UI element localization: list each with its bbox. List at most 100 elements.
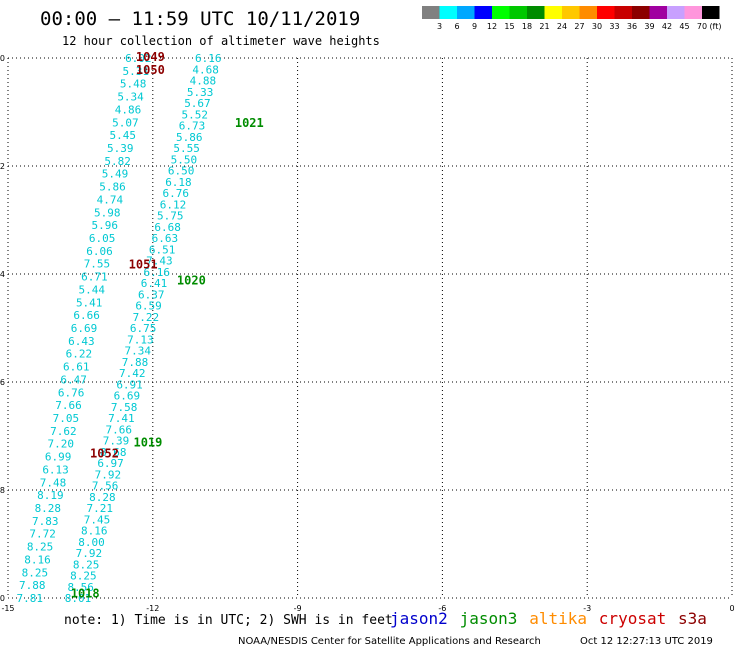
track-a-labels: 6.025.315.485.344.865.075.455.395.825.49…: [16, 52, 151, 605]
wave-height-label: 5.75: [157, 210, 184, 223]
legend-tick-label: 21: [539, 22, 549, 31]
wave-height-label: 7.42: [119, 367, 146, 380]
wave-height-label: 8.25: [27, 541, 54, 554]
chart-subtitle: 12 hour collection of altimeter wave hei…: [62, 34, 380, 48]
pass-number-label: 1052: [90, 446, 119, 460]
legend-tick-label: 15: [504, 22, 514, 31]
wave-height-label: 7.88: [122, 356, 149, 369]
legend-swatch: [422, 6, 440, 19]
timestamp: Oct 12 12:27:13 UTC 2019: [580, 636, 713, 647]
legend-swatch: [457, 6, 475, 19]
y-tick-label: -10: [0, 594, 5, 603]
wave-height-label: 6.76: [58, 386, 85, 399]
wave-height-label: 6.02: [125, 52, 152, 65]
pass-number-label: 1018: [71, 587, 100, 601]
y-tick-label: 0: [0, 54, 5, 63]
legend-swatch: [632, 6, 650, 19]
wave-height-label: 6.75: [130, 322, 157, 335]
legend-tick-label: 36: [627, 22, 637, 31]
axis-ticks: -15 -12 -9 -6 -3 0 0 -2 -4 -6 -8 -10: [0, 54, 735, 613]
wave-height-label: 7.88: [19, 579, 46, 592]
legend-tick-label: 27: [574, 22, 584, 31]
legend-swatch: [509, 6, 527, 19]
wave-height-label: 7.43: [146, 255, 173, 268]
wave-height-label: 7.05: [53, 412, 80, 425]
x-tick-label: -6: [438, 604, 446, 613]
legend-tick-label: 18: [522, 22, 532, 31]
legend-unit: (ft): [709, 22, 721, 31]
legend-tick-label: 9: [472, 22, 477, 31]
satellite-name: jason3: [460, 609, 518, 628]
legend-swatch: [544, 6, 562, 19]
wave-height-label: 7.83: [32, 515, 59, 528]
wave-height-label: 6.69: [71, 322, 98, 335]
wave-height-label: 7.48: [40, 476, 67, 489]
wave-height-label: 5.41: [76, 296, 103, 309]
legend-tick-label: 12: [487, 22, 497, 31]
wave-height-label: 8.28: [89, 491, 116, 504]
wave-height-label: 5.07: [112, 116, 139, 129]
wave-height-label: 6.37: [138, 288, 165, 301]
wave-height-label: 7.66: [105, 423, 132, 436]
wave-height-label: 6.63: [152, 232, 179, 245]
wave-height-label: 6.66: [73, 309, 100, 322]
wave-height-label: 6.73: [179, 120, 206, 133]
legend-swatch: [684, 6, 702, 19]
footnote: note: 1) Time is in UTC; 2) SWH is in fe…: [64, 613, 393, 628]
wave-height-label: 7.62: [50, 425, 77, 438]
wave-height-label: 5.50: [171, 153, 198, 166]
legend-swatch: [579, 6, 597, 19]
wave-height-label: 8.01: [65, 592, 92, 605]
track-b-labels: 6.164.684.885.335.675.526.735.865.555.50…: [65, 52, 222, 605]
wave-height-label: 8.56: [67, 581, 94, 594]
wave-height-label: 5.86: [99, 181, 126, 194]
wave-height-label: 7.22: [133, 311, 160, 324]
satellite-name: jason2: [390, 609, 448, 628]
wave-height-label: 6.43: [68, 335, 95, 348]
legend-swatch: [562, 6, 580, 19]
wave-height-label: 5.98: [94, 206, 121, 219]
wave-height-label: 6.59: [135, 300, 162, 313]
wave-height-label: 5.49: [102, 168, 129, 181]
wave-height-label: 5.86: [176, 131, 203, 144]
y-tick-label: -8: [0, 486, 5, 495]
legend-tick-label: 33: [609, 22, 619, 31]
credit-text: NOAA/NESDIS Center for Satellite Applica…: [238, 636, 541, 647]
wave-height-label: 6.68: [154, 221, 181, 234]
wave-height-label: 5.52: [181, 108, 208, 121]
wave-height-label: 7.56: [92, 480, 119, 493]
legend-tick-label: 24: [557, 22, 567, 31]
wave-height-label: 7.39: [103, 435, 130, 448]
y-tick-label: -4: [0, 270, 5, 279]
wave-height-label: 6.71: [81, 271, 108, 284]
x-tick-label: -9: [294, 604, 302, 613]
wave-height-label: 8.25: [70, 570, 97, 583]
wave-height-label: 6.61: [63, 361, 90, 374]
wave-height-label: 7.58: [111, 401, 138, 414]
wave-height-label: 7.72: [29, 528, 56, 541]
wave-height-label: 7.55: [84, 258, 111, 271]
satellite-legend: jason2 jason3 altika cryosat s3a: [390, 609, 707, 628]
legend-swatch: [702, 6, 720, 19]
wave-height-label: 6.22: [66, 348, 93, 361]
wave-height-label: 6.16: [195, 52, 222, 65]
wave-height-label: 8.19: [37, 489, 64, 502]
wave-height-label: 6.99: [45, 451, 72, 464]
x-tick-label: -15: [1, 604, 14, 613]
legend-swatch: [474, 6, 492, 19]
pass-number-label: 1050: [136, 63, 165, 77]
wave-height-label: 8.16: [81, 525, 108, 538]
legend-tick-label: 3: [437, 22, 442, 31]
wave-height-label: 7.45: [84, 513, 111, 526]
pass-number-label: 1021: [235, 116, 264, 130]
wave-height-label: 6.69: [114, 390, 141, 403]
wave-height-label: 5.48: [120, 78, 147, 91]
wave-height-label: 7.92: [95, 468, 122, 481]
chart-title: 00:00 – 11:59 UTC 10/11/2019: [40, 8, 360, 30]
wave-height-label: 6.13: [42, 463, 69, 476]
wave-height-label: 6.16: [143, 266, 170, 279]
legend-tick-label: 70: [697, 22, 707, 31]
wave-height-label: 4.68: [192, 63, 219, 76]
wave-height-label: 5.39: [107, 142, 134, 155]
pass-number-label: 1020: [177, 273, 206, 287]
